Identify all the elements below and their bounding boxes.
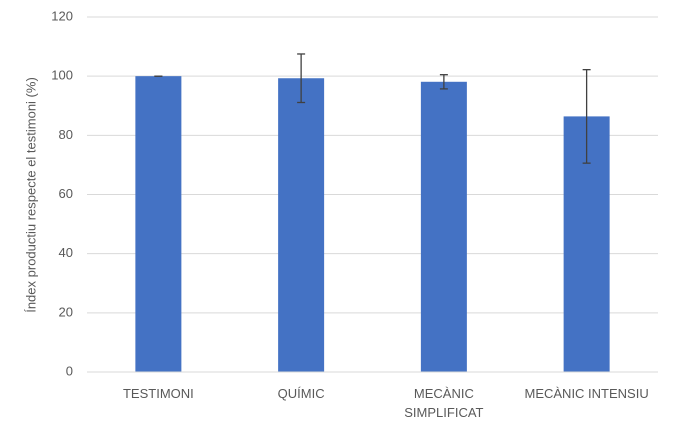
x-tick-label: TESTIMONI (122, 386, 194, 401)
y-tick-label: 120 (51, 8, 73, 23)
x-tick-label: MECÀNIC INTENSIU (524, 386, 649, 401)
x-tick-label: MECÀNIC SIMPLIFICAT (404, 386, 484, 420)
error-bar (297, 53, 306, 104)
bar (135, 76, 182, 373)
bar (420, 81, 467, 372)
y-tick-label: 40 (59, 245, 73, 260)
bar (278, 78, 325, 373)
y-axis-title: Índex productiu respecte el testimoni (%… (23, 77, 38, 313)
y-tick-label: 0 (66, 363, 73, 378)
error-bar (582, 69, 591, 164)
error-bar (439, 74, 448, 90)
y-tick-label: 60 (59, 186, 73, 201)
y-tick-label: 100 (51, 68, 73, 83)
y-tick-label: 20 (59, 304, 73, 319)
x-tick-label: QUÍMIC (277, 386, 325, 401)
y-tick-label: 80 (59, 127, 73, 142)
